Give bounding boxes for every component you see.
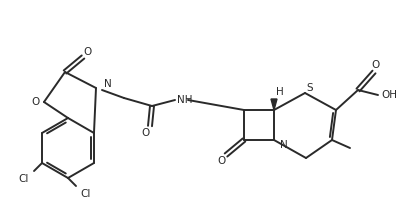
Polygon shape [271,99,277,110]
Text: O: O [31,97,39,107]
Text: O: O [84,47,92,57]
Text: O: O [371,60,379,70]
Text: O: O [217,156,225,166]
Text: O: O [142,128,150,138]
Text: OH: OH [381,90,397,100]
Text: S: S [307,83,313,93]
Text: N: N [104,79,112,89]
Text: N: N [280,140,288,150]
Text: NH: NH [177,95,193,105]
Text: Cl: Cl [19,174,29,184]
Text: H: H [276,87,284,97]
Text: Cl: Cl [81,189,91,199]
